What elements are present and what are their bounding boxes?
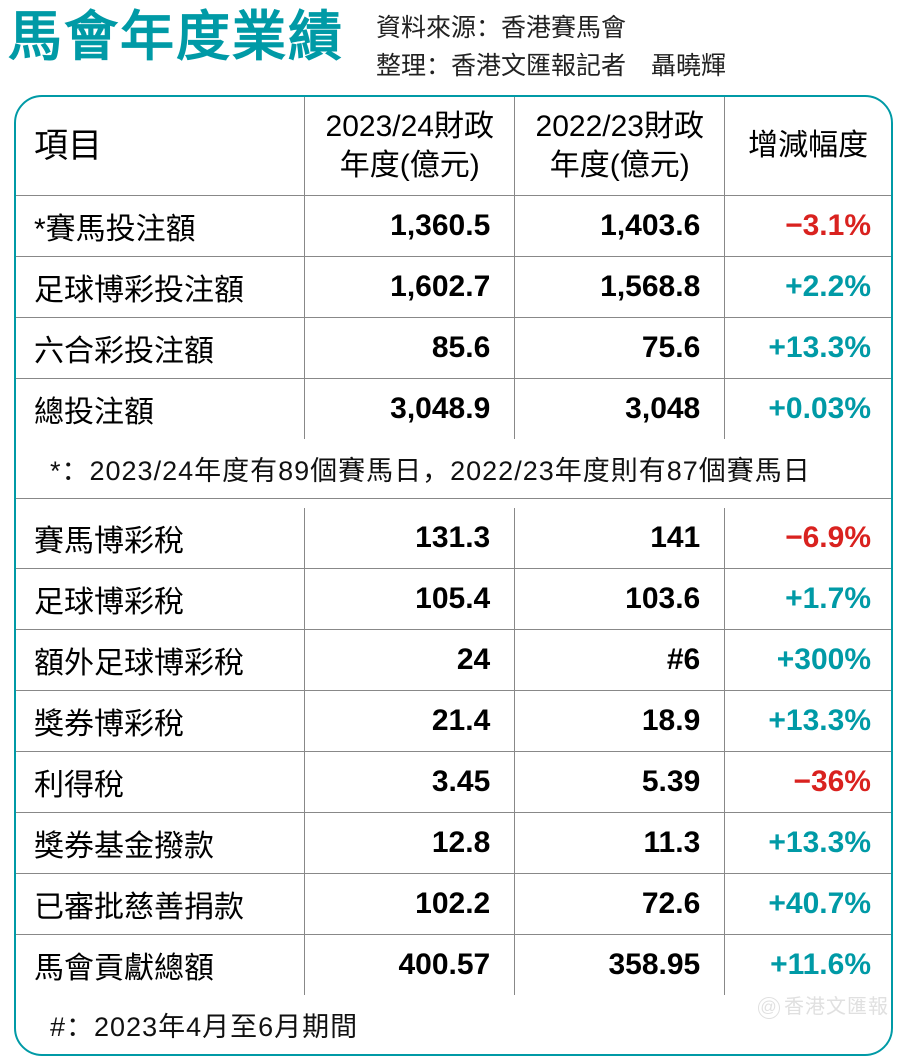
change-cell: −6.9% xyxy=(725,508,891,569)
fy24-cell: 85.6 xyxy=(305,317,515,378)
col-header-fy24: 2023/24財政年度(億元) xyxy=(305,97,515,195)
source-line: 資料來源：香港賽馬會 xyxy=(376,10,726,48)
fy24-cell: 3,048.9 xyxy=(305,378,515,439)
financial-table: 項目 2023/24財政年度(億元) 2022/23財政年度(億元) 增減幅度 … xyxy=(14,95,893,1056)
table-row: 賽馬博彩稅131.3141−6.9% xyxy=(16,508,891,569)
fy23-cell: 141 xyxy=(515,508,725,569)
fy24-cell: 131.3 xyxy=(305,508,515,569)
change-cell: +13.3% xyxy=(725,813,891,874)
table-row: 已審批慈善捐款102.272.6+40.7% xyxy=(16,874,891,935)
item-cell: 額外足球博彩稅 xyxy=(16,630,305,691)
editor-line: 整理：香港文匯報記者 聶曉輝 xyxy=(376,48,726,86)
change-cell: +300% xyxy=(725,630,891,691)
fy23-cell: 1,403.6 xyxy=(515,195,725,256)
change-cell: +40.7% xyxy=(725,874,891,935)
fy24-cell: 24 xyxy=(305,630,515,691)
table-row: 足球博彩投注額1,602.71,568.8+2.2% xyxy=(16,256,891,317)
table-row: 足球博彩稅105.4103.6+1.7% xyxy=(16,569,891,630)
fy23-cell: 358.95 xyxy=(515,935,725,996)
table-row: 獎券博彩稅21.418.9+13.3% xyxy=(16,691,891,752)
fy23-cell: 11.3 xyxy=(515,813,725,874)
item-cell: 已審批慈善捐款 xyxy=(16,874,305,935)
fy24-cell: 3.45 xyxy=(305,752,515,813)
change-cell: −36% xyxy=(725,752,891,813)
change-cell: +13.3% xyxy=(725,317,891,378)
footnote-top: *：2023/24年度有89個賽馬日，2022/23年度則有87個賽馬日 xyxy=(16,439,891,499)
fy24-cell: 12.8 xyxy=(305,813,515,874)
item-cell: 總投注額 xyxy=(16,378,305,439)
col-header-change: 增減幅度 xyxy=(725,97,891,195)
table-row: 獎券基金撥款12.811.3+13.3% xyxy=(16,813,891,874)
fy23-cell: 18.9 xyxy=(515,691,725,752)
fy23-cell: 75.6 xyxy=(515,317,725,378)
col-header-fy23: 2022/23財政年度(億元) xyxy=(515,97,725,195)
item-cell: 獎券博彩稅 xyxy=(16,691,305,752)
col-header-item: 項目 xyxy=(16,97,305,195)
item-cell: 足球博彩投注額 xyxy=(16,256,305,317)
fy23-cell: 3,048 xyxy=(515,378,725,439)
item-cell: *賽馬投注額 xyxy=(16,195,305,256)
fy24-cell: 400.57 xyxy=(305,935,515,996)
table-header-row: 項目 2023/24財政年度(億元) 2022/23財政年度(億元) 增減幅度 xyxy=(16,97,891,195)
table-row: *賽馬投注額1,360.51,403.6−3.1% xyxy=(16,195,891,256)
table-row: 利得稅3.455.39−36% xyxy=(16,752,891,813)
watermark: @香港文匯報 xyxy=(758,990,889,1019)
fy23-cell: 103.6 xyxy=(515,569,725,630)
change-cell: −3.1% xyxy=(725,195,891,256)
table-row: 額外足球博彩稅24#6+300% xyxy=(16,630,891,691)
table-row: 六合彩投注額85.675.6+13.3% xyxy=(16,317,891,378)
page-title: 馬會年度業績 xyxy=(8,8,344,67)
item-cell: 利得稅 xyxy=(16,752,305,813)
item-cell: 足球博彩稅 xyxy=(16,569,305,630)
change-cell: +2.2% xyxy=(725,256,891,317)
watermark-text: 香港文匯報 xyxy=(784,996,889,1018)
change-cell: +1.7% xyxy=(725,569,891,630)
item-cell: 賽馬博彩稅 xyxy=(16,508,305,569)
change-cell: +0.03% xyxy=(725,378,891,439)
change-cell: +13.3% xyxy=(725,691,891,752)
at-icon: @ xyxy=(758,997,780,1019)
fy24-cell: 102.2 xyxy=(305,874,515,935)
table-row: 馬會貢獻總額400.57358.95+11.6% xyxy=(16,935,891,996)
item-cell: 獎券基金撥款 xyxy=(16,813,305,874)
fy24-cell: 1,360.5 xyxy=(305,195,515,256)
change-cell: +11.6% xyxy=(725,935,891,996)
fy24-cell: 1,602.7 xyxy=(305,256,515,317)
fy23-cell: 5.39 xyxy=(515,752,725,813)
table-row: 總投注額3,048.93,048+0.03% xyxy=(16,378,891,439)
fy24-cell: 105.4 xyxy=(305,569,515,630)
footnote-row-top: *：2023/24年度有89個賽馬日，2022/23年度則有87個賽馬日 xyxy=(16,439,891,499)
item-cell: 馬會貢獻總額 xyxy=(16,935,305,996)
fy23-cell: 1,568.8 xyxy=(515,256,725,317)
item-cell: 六合彩投注額 xyxy=(16,317,305,378)
fy24-cell: 21.4 xyxy=(305,691,515,752)
fy23-cell: 72.6 xyxy=(515,874,725,935)
fy23-cell: #6 xyxy=(515,630,725,691)
